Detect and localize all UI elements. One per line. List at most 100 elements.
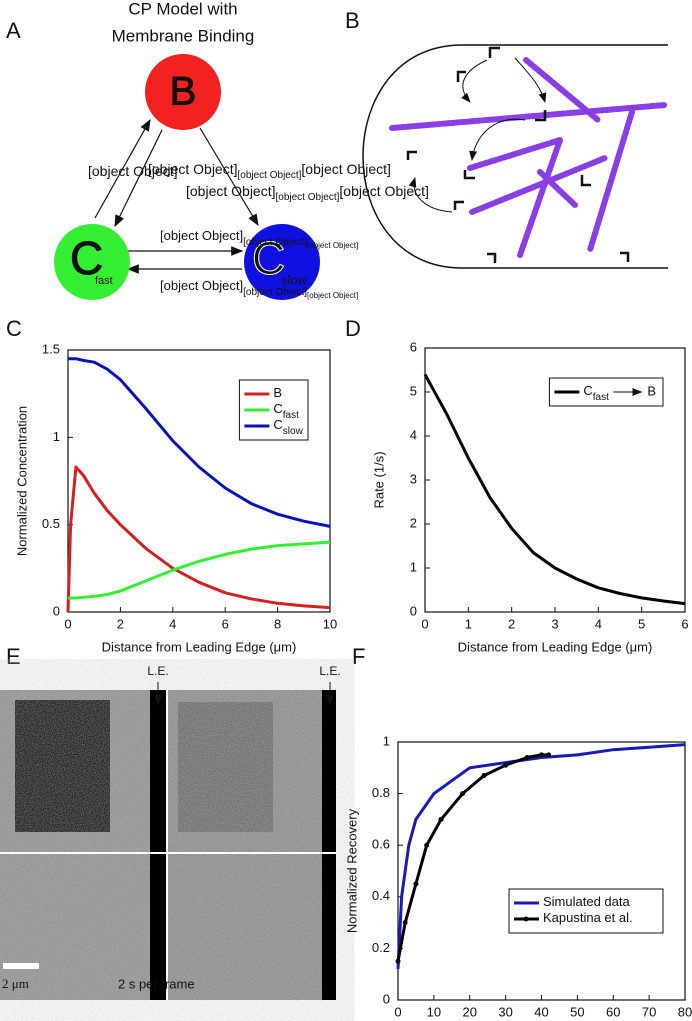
edge-label: L.E. [147, 664, 168, 678]
node-label: B [170, 70, 197, 114]
edge-label-part: [object Object] [160, 228, 243, 243]
x-tick-label: 20 [463, 1004, 477, 1019]
scale-bar-label: 2 μm [2, 976, 29, 991]
node-circle [244, 224, 320, 300]
x-tick-label: 10 [323, 616, 337, 631]
x-tick-label: 0 [394, 1004, 401, 1019]
edge-label-part: [object Object] [307, 291, 358, 300]
legend-name: Simulated data [543, 894, 630, 909]
marker [546, 752, 552, 758]
y-tick-label: 0.6 [372, 837, 390, 852]
legend-name: C [273, 401, 282, 416]
panel-label: A [6, 18, 21, 43]
legend-label: Cfast [583, 383, 609, 402]
y-tick-label: 0.2 [372, 940, 390, 955]
x-tick-label: 0 [421, 616, 428, 631]
cell-schematic [362, 44, 668, 269]
y-tick-label: 5 [410, 383, 417, 398]
edge-label: [object Object][object Object][object Ob… [160, 278, 358, 300]
x-tick-label: 80 [678, 1004, 692, 1019]
x-tick-label: 5 [638, 616, 645, 631]
legend-sub: fast [283, 410, 299, 421]
arrows [94, 118, 259, 274]
x-tick-label: 3 [551, 616, 558, 631]
marker [413, 881, 419, 887]
marker [424, 842, 430, 848]
x-axis-label: Distance from Leading Edge (μm) [458, 639, 653, 654]
marker [481, 773, 487, 779]
legend-target: B [647, 383, 656, 398]
edge-label-part: [object Object] [276, 192, 340, 203]
edge-label-part: [object Object] [243, 287, 307, 298]
legend-marker [523, 916, 529, 922]
edge-label-part: [object Object] [186, 183, 276, 199]
x-tick-label: 30 [498, 1004, 512, 1019]
y-tick-label: 0.4 [372, 888, 390, 903]
legend-label: Cslow [273, 417, 303, 436]
frame-rate: 2 s per frame [118, 976, 195, 991]
edge-label-part: [object Object] [148, 161, 238, 177]
x-tick-label: 40 [534, 1004, 548, 1019]
x-tick-label: 70 [642, 1004, 656, 1019]
y-tick-label: 0 [383, 991, 390, 1006]
y-tick-label: 3 [410, 471, 417, 486]
diagram-title: CP Model with [128, 0, 237, 18]
legend-label: B [273, 385, 282, 400]
x-tick-label: 4 [169, 616, 176, 631]
node-circle [54, 224, 130, 300]
y-tick-label: 1.5 [42, 341, 60, 356]
y-tick-label: 0 [410, 603, 417, 618]
line [423, 373, 686, 606]
micrographs [0, 682, 336, 1000]
plot-frame [67, 349, 331, 613]
edge-label: [object Object][object Object][object Ob… [186, 183, 429, 203]
x-tick-label: 2 [117, 616, 124, 631]
x-tick-label: 2 [508, 616, 515, 631]
marker [402, 920, 408, 926]
edge-label-part: [object Object] [88, 163, 178, 179]
y-tick-label: 2 [410, 515, 417, 530]
legend-name: C [583, 383, 592, 398]
marker [460, 791, 466, 797]
x-tick-label: 60 [606, 1004, 620, 1019]
y-tick-label: 0.8 [372, 785, 390, 800]
edge-label-part: [object Object] [339, 183, 429, 199]
x-tick-label: 6 [681, 616, 688, 631]
edge-labels: [object Object][object Object][object Ob… [88, 161, 429, 300]
plot-frame [397, 741, 686, 1001]
y-tick-label: 0.5 [42, 516, 60, 531]
marker [395, 958, 401, 964]
x-axis-label: Distance from Leading Edge (μm) [102, 639, 297, 654]
edge-label-part: [object Object] [301, 161, 391, 177]
y-tick-label: 6 [410, 339, 417, 354]
edge-label-part: [object Object] [307, 241, 358, 250]
diagram-title: Membrane Binding [112, 26, 255, 45]
legend-label: Kapustina et al. [543, 910, 633, 925]
legend-box [508, 888, 664, 934]
y-tick-label: 1 [53, 429, 60, 444]
node-circle [145, 54, 221, 130]
x-tick-label: 1 [465, 616, 472, 631]
edge-label-part: [object Object] [238, 170, 302, 181]
line [68, 540, 331, 600]
marker [539, 752, 544, 758]
x-tick-label: 50 [570, 1004, 584, 1019]
x-tick-label: 6 [222, 616, 229, 631]
x-tick-label: 8 [274, 616, 281, 631]
node-sub: fast [95, 275, 113, 287]
x-tick-label: 0 [64, 616, 71, 631]
marker [524, 754, 530, 760]
panel-label: B [345, 8, 360, 33]
line [68, 357, 331, 528]
node-label: C [70, 232, 103, 284]
x-tick-label: 4 [595, 616, 602, 631]
legend-name: Kapustina et al. [543, 910, 633, 925]
y-tick-label: 4 [410, 427, 417, 442]
node-sub: slow [281, 272, 308, 287]
legend-label: Simulated data [543, 894, 630, 909]
edge-label: [object Object][object Object][object Ob… [148, 161, 391, 181]
legend-label: Cfast [273, 401, 299, 420]
panel-label: D [345, 316, 361, 341]
legend-name: C [273, 417, 282, 432]
